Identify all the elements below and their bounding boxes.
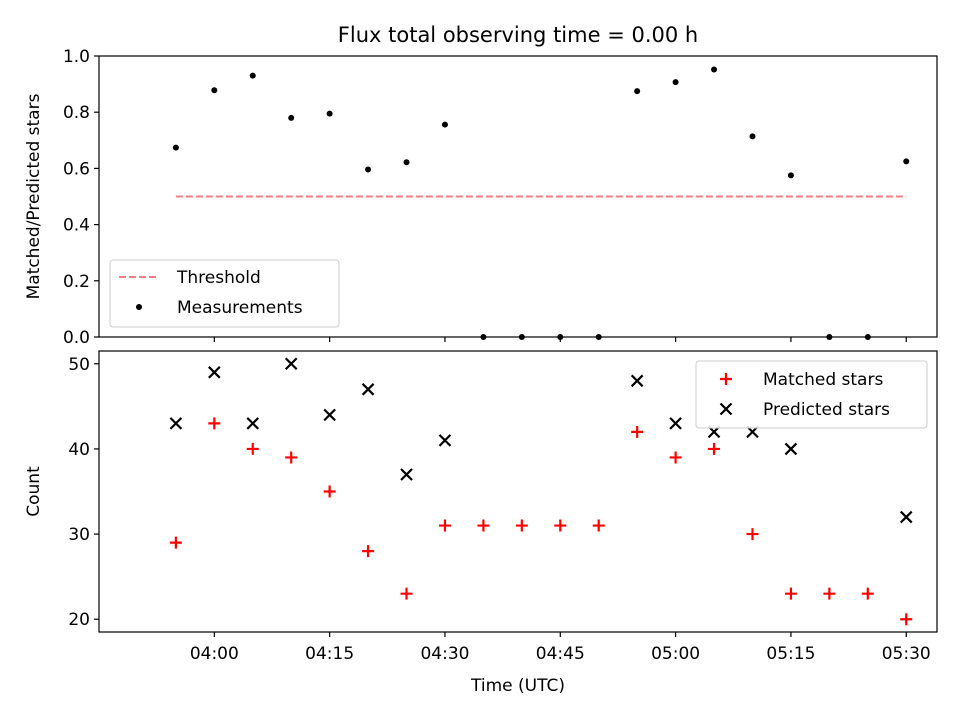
y-tick-label: 0.0 [63,328,90,348]
matched-star-point [784,587,797,600]
matched-star-point [477,519,490,532]
predicted-star-point [208,366,221,379]
measurement-point [903,158,910,165]
predicted-star-point [284,357,298,371]
legend-measurements-swatch [136,304,142,310]
measurement-point [172,144,179,151]
measurement-point [749,133,756,140]
measurement-point [787,172,794,179]
measurement-point [288,114,295,121]
predicted-star-point [246,417,260,430]
chart-title: Flux total observing time = 0.00 h [338,23,698,47]
measurement-point [403,159,410,166]
predicted-star-point [400,468,413,481]
measurement-point [211,87,218,94]
y-tick-label: 30 [68,525,90,545]
x-axis-label: Time (UTC) [470,676,565,696]
legend-box [109,259,340,328]
legend-matched-swatch [720,373,732,385]
legend-predicted-swatch [719,402,733,416]
matched-star-point [708,442,721,455]
plot-frame [98,350,938,633]
measurement-point [249,72,256,79]
y-tick-label: 0.4 [63,216,90,236]
matched-star-point [285,451,298,464]
matched-star-point [169,536,182,549]
y-axis-label: Matched/Predicted stars [24,93,44,299]
y-tick-label: 0.2 [63,272,90,292]
predicted-star-point [323,408,336,422]
x-tick-label: 04:45 [536,644,585,664]
y-tick-label: 1.0 [63,47,90,67]
x-tick-label: 05:30 [882,644,931,664]
matched-star-point [746,528,759,541]
predicted-star-point [169,417,183,430]
matched-star-point [554,519,567,532]
matched-star-point [861,587,874,600]
legend-box [695,360,928,429]
matched-star-point [515,519,528,532]
top-panel: 0.0 0.2 0.4 0.6 0.8 1.0 Matched/Predicted star… [24,47,938,348]
matched-star-point [208,417,221,430]
predicted-star-point [630,374,644,388]
x-tick-label: 05:15 [766,644,815,664]
measurement-point [672,79,679,86]
matched-star-point [246,442,259,455]
x-tick-label: 05:00 [651,644,700,664]
plot-frame [98,55,938,338]
measurement-point [711,66,718,73]
matched-star-point [592,519,605,532]
legend-predicted-label: Predicted stars [763,400,890,420]
measurement-point [441,121,448,128]
matched-star-point [669,451,682,464]
matched-star-point [438,519,451,532]
matched-star-point [823,587,836,600]
predicted-star-point [899,510,913,524]
y-tick-label: 40 [68,440,90,460]
y-tick-label: 20 [68,610,90,630]
x-tick-label: 04:00 [190,644,239,664]
x-tick-label: 04:30 [420,644,469,664]
predicted-star-point [669,417,682,430]
y-tick-label: 50 [68,355,90,375]
predicted-star-point [438,434,452,447]
matched-star-point [362,545,375,558]
measurement-point [365,166,372,173]
measurement-point [634,88,641,95]
y-axis-label: Count [24,466,44,517]
legend-measurements-label: Measurements [177,298,303,318]
matched-star-point [900,613,913,626]
predicted-star-point [784,442,798,456]
matched-star-point [631,425,644,438]
y-tick-label: 0.8 [63,103,90,123]
y-tick-label: 0.6 [63,159,90,179]
x-tick-label: 04:15 [305,644,354,664]
legend-threshold-label: Threshold [176,268,261,288]
measurement-point [326,110,333,117]
legend-matched-label: Matched stars [763,370,883,390]
bottom-panel: 20 30 40 50 04:00 04:15 04:30 04:45 05:00 05:15 05… [24,350,938,664]
matched-star-point [323,485,336,498]
matched-star-point [400,587,413,600]
predicted-star-point [361,383,375,396]
